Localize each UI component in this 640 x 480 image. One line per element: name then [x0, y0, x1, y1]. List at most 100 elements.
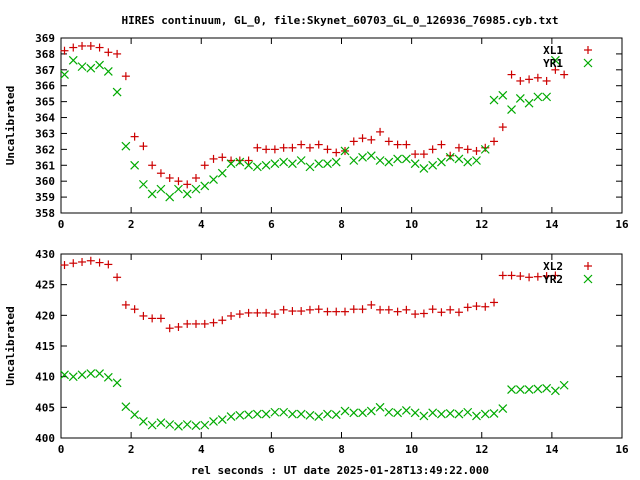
data-point	[498, 123, 507, 132]
x-tick-label: 4	[198, 443, 205, 456]
data-point	[279, 157, 289, 167]
data-point	[69, 259, 78, 268]
data-point	[244, 156, 253, 165]
data-point	[69, 43, 78, 52]
y-tick-label: 368	[35, 48, 55, 61]
legend-marker-YR1	[583, 58, 593, 68]
data-point	[401, 405, 411, 415]
legend-label-XL1: XL1	[543, 44, 563, 57]
data-point	[60, 70, 69, 80]
data-point	[183, 180, 192, 189]
data-point	[463, 303, 472, 312]
data-point	[182, 189, 192, 199]
data-point	[323, 159, 332, 169]
data-point	[480, 409, 490, 419]
data-point	[489, 95, 499, 105]
data-point	[262, 145, 271, 154]
data-point	[402, 140, 411, 149]
data-point	[121, 141, 131, 151]
y-tick-label: 365	[35, 96, 55, 109]
data-point	[191, 184, 201, 194]
data-point	[454, 154, 464, 164]
data-point	[314, 305, 323, 314]
data-point	[156, 314, 165, 323]
data-point	[182, 420, 192, 429]
data-point	[332, 148, 341, 157]
data-point	[95, 60, 104, 70]
panel-1: 0 2 4 6 8 10 12 14 16 358 359 360 361 362 363 364 365 366…	[4, 32, 629, 231]
data-point	[419, 150, 428, 159]
x-tick-label: 16	[615, 218, 629, 231]
data-point	[121, 402, 131, 412]
data-point	[533, 384, 543, 394]
data-point	[428, 408, 438, 418]
data-point	[261, 160, 271, 170]
y-tick-label: 364	[35, 112, 55, 125]
data-point	[148, 161, 157, 170]
data-point	[305, 305, 314, 314]
data-point	[490, 298, 499, 307]
data-point	[515, 385, 525, 394]
data-point	[165, 324, 174, 333]
data-point	[244, 160, 254, 170]
data-point	[130, 132, 139, 141]
data-point	[217, 168, 227, 178]
data-point	[297, 140, 306, 149]
x-tick-label: 8	[338, 218, 345, 231]
data-point	[104, 260, 113, 269]
y-tick-label: 425	[35, 279, 55, 292]
data-point	[113, 273, 122, 282]
x-tick-label: 14	[545, 218, 559, 231]
data-point	[384, 157, 394, 167]
data-point	[209, 318, 218, 327]
data-point	[419, 309, 428, 318]
data-point	[60, 261, 69, 270]
y-tick-label: 360	[35, 175, 55, 188]
data-point	[165, 174, 174, 182]
data-point	[209, 417, 218, 426]
y-tick-label: 367	[35, 64, 55, 77]
data-point	[402, 305, 411, 314]
x-tick-label: 6	[268, 443, 275, 456]
data-point	[235, 410, 245, 420]
data-point	[174, 177, 183, 186]
data-point	[287, 159, 297, 169]
data-point	[550, 386, 560, 396]
data-point	[218, 316, 227, 325]
data-point	[454, 308, 463, 317]
series-YR1	[60, 55, 560, 202]
legend-label-XL2: XL2	[543, 260, 563, 273]
data-point	[332, 307, 341, 316]
data-point	[288, 143, 297, 152]
data-point	[130, 305, 139, 314]
data-point	[200, 420, 210, 430]
data-point	[445, 152, 455, 162]
data-point	[393, 408, 403, 418]
data-point	[410, 159, 420, 169]
data-point	[516, 76, 525, 85]
series-YR2	[60, 369, 569, 431]
data-point	[297, 307, 306, 316]
data-point	[148, 314, 157, 323]
data-point	[454, 143, 463, 152]
data-point	[68, 55, 78, 65]
data-point	[252, 409, 262, 419]
data-point	[86, 63, 96, 73]
data-point	[130, 410, 140, 420]
data-point	[401, 154, 411, 164]
x-axis-label: rel seconds : UT date 2025-01-28T13:49:2…	[191, 464, 489, 477]
data-point	[103, 372, 113, 382]
data-point	[95, 258, 104, 267]
plot-frame	[60, 253, 623, 439]
data-point	[445, 409, 455, 418]
x-tick-label: 4	[198, 218, 205, 231]
data-point	[209, 175, 218, 185]
data-point	[200, 161, 209, 170]
data-point	[393, 140, 402, 149]
x-tick-label: 12	[475, 218, 488, 231]
data-point	[384, 407, 394, 417]
data-point	[393, 154, 403, 164]
data-point	[375, 402, 385, 412]
data-point	[174, 322, 183, 331]
